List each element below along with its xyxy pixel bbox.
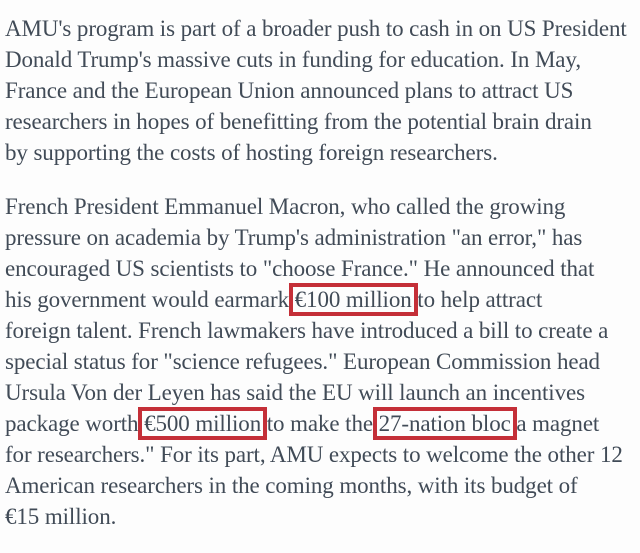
text-line: Ursula Von der Leyen has said the EU wil… <box>5 377 636 408</box>
text-line: €15 million. <box>5 501 636 532</box>
text-segment: researchers in hopes of benefitting from… <box>5 109 592 134</box>
text-line: by supporting the costs of hosting forei… <box>5 137 636 168</box>
paragraph-1: AMU's program is part of a broader push … <box>5 13 636 168</box>
text-segment: special status for "science refugees." E… <box>5 349 600 374</box>
text-line: researchers in hopes of benefitting from… <box>5 106 636 137</box>
text-line: AMU's program is part of a broader push … <box>5 13 636 44</box>
text-segment: his government would earmark <box>5 287 295 312</box>
text-line: for researchers." For its part, AMU expe… <box>5 439 636 470</box>
text-line: foreign talent. French lawmakers have in… <box>5 315 636 346</box>
text-line: Donald Trump's massive cuts in funding f… <box>5 44 636 75</box>
text-segment: a magnet <box>510 411 600 436</box>
text-line: package worth €500 million to make the 2… <box>5 408 636 439</box>
text-segment: pressure on academia by Trump's administ… <box>5 225 583 250</box>
text-segment: foreign talent. French lawmakers have in… <box>5 318 609 343</box>
article-text: AMU's program is part of a broader push … <box>0 0 640 532</box>
text-segment: AMU's program is part of a broader push … <box>5 16 627 41</box>
text-line: French President Emmanuel Macron, who ca… <box>5 191 636 222</box>
text-segment: to make the <box>261 411 379 436</box>
text-line: France and the European Union announced … <box>5 75 636 106</box>
text-segment: France and the European Union announced … <box>5 78 574 103</box>
text-line: special status for "science refugees." E… <box>5 346 636 377</box>
text-segment: for researchers." For its part, AMU expe… <box>5 442 623 467</box>
paragraph-2: French President Emmanuel Macron, who ca… <box>5 191 636 532</box>
text-segment: by supporting the costs of hosting forei… <box>5 140 498 165</box>
text-segment: encouraged US scientists to "choose Fran… <box>5 256 595 281</box>
text-line: his government would earmark €100 millio… <box>5 284 636 315</box>
highlight-box-27-nation-bloc: 27-nation bloc <box>378 411 511 436</box>
text-segment: American researchers in the coming month… <box>5 473 578 498</box>
text-line: encouraged US scientists to "choose Fran… <box>5 253 636 284</box>
text-line: American researchers in the coming month… <box>5 470 636 501</box>
text-segment: €15 million. <box>5 504 117 529</box>
text-line: pressure on academia by Trump's administ… <box>5 222 636 253</box>
text-segment: Donald Trump's massive cuts in funding f… <box>5 47 581 72</box>
highlight-box-500-million: €500 million <box>144 411 262 436</box>
text-segment: Ursula Von der Leyen has said the EU wil… <box>5 380 585 405</box>
text-segment: to help attract <box>411 287 543 312</box>
text-segment: package worth <box>5 411 145 436</box>
text-segment: French President Emmanuel Macron, who ca… <box>5 194 566 219</box>
highlight-box-100-million: €100 million <box>294 287 412 312</box>
